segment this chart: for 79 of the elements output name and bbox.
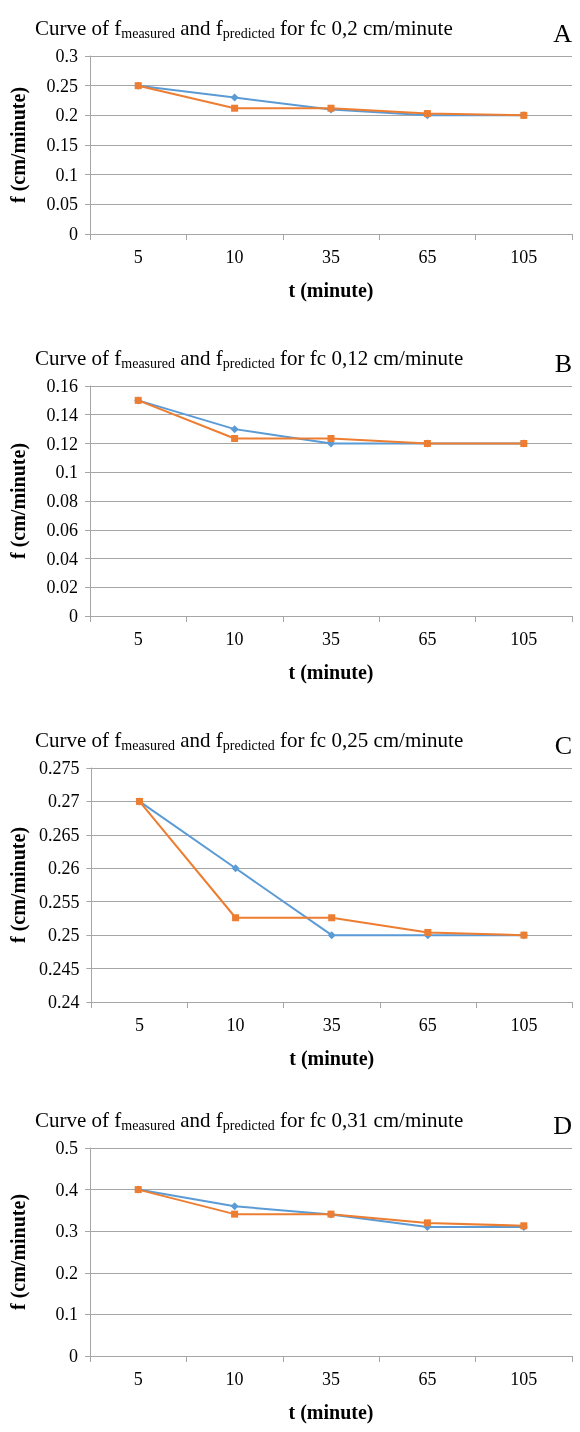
chart-title: Curve of fmeasured and fpredicted for fc 0,25 cm/minute bbox=[35, 728, 464, 753]
y-tick-label: 0.06 bbox=[46, 519, 78, 540]
text: C bbox=[554, 730, 572, 760]
point bbox=[328, 914, 336, 922]
x-tick-label: 35 bbox=[322, 1015, 341, 1035]
y-tick-label: 0.255 bbox=[38, 891, 80, 912]
x-tick-label: 105 bbox=[510, 1015, 538, 1035]
y-tick-label: 0.24 bbox=[47, 992, 80, 1012]
y-tick-label: 0.25 bbox=[46, 75, 78, 96]
y-tick-label: 0.245 bbox=[38, 958, 80, 979]
y-tick-label: 0.1 bbox=[55, 462, 78, 483]
x-tick-label: 35 bbox=[322, 1369, 340, 1389]
y-tick-label: 0.08 bbox=[46, 491, 78, 511]
x-tick-label: 35 bbox=[322, 629, 340, 649]
y-tick-label: 0.04 bbox=[46, 548, 78, 569]
x-axis-title: t (minute) bbox=[289, 1047, 375, 1070]
x-tick-label: 65 bbox=[418, 247, 437, 267]
x-tick-label: 105 bbox=[510, 1369, 538, 1389]
y-tick-label: 0.27 bbox=[47, 791, 80, 812]
y-tick-label: 0.26 bbox=[47, 858, 80, 879]
y-tick-label: 0.275 bbox=[38, 758, 80, 778]
x-tick-label: 5 bbox=[133, 629, 143, 649]
x-tick-label: 10 bbox=[226, 1015, 245, 1035]
point bbox=[423, 1219, 431, 1227]
x-tick-label: 5 bbox=[133, 247, 143, 267]
point bbox=[327, 931, 336, 940]
y-axis-title: f (cm/minute) bbox=[7, 442, 30, 560]
y-tick-label: 0.5 bbox=[55, 1138, 78, 1158]
point bbox=[230, 425, 239, 434]
x-tick-label: 10 bbox=[225, 629, 244, 649]
y-tick-label: 0 bbox=[69, 606, 78, 626]
x-tick-label: 35 bbox=[322, 247, 340, 267]
y-tick-label: 0 bbox=[69, 1346, 78, 1366]
y-tick-label: 0 bbox=[69, 224, 78, 244]
x-tick-label: 105 bbox=[510, 247, 538, 267]
y-axis-title: f (cm/minute) bbox=[7, 826, 30, 944]
y-tick-label: 0.05 bbox=[46, 194, 78, 215]
x-axis-title: t (minute) bbox=[288, 279, 374, 302]
point bbox=[231, 104, 239, 112]
x-tick-label: 65 bbox=[418, 1369, 437, 1389]
chart-title: Curve of fmeasured and fpredicted for fc 0,12 cm/minute bbox=[35, 346, 464, 371]
y-tick-label: 0.265 bbox=[38, 824, 80, 845]
y-tick-label: 0.12 bbox=[46, 433, 78, 454]
text: B bbox=[554, 348, 572, 378]
point bbox=[231, 864, 240, 873]
point bbox=[231, 1210, 239, 1218]
y-tick-label: 0.3 bbox=[55, 1221, 78, 1242]
point bbox=[230, 1202, 239, 1211]
x-tick-label: 10 bbox=[225, 1369, 244, 1389]
point bbox=[424, 928, 432, 936]
y-axis-title: f (cm/minute) bbox=[7, 1193, 30, 1311]
chart-title: Curve of fmeasured and fpredicted for fc 0,31 cm/minute bbox=[35, 1108, 464, 1133]
x-axis-title: t (minute) bbox=[288, 661, 374, 684]
y-tick-label: 0.2 bbox=[55, 105, 78, 126]
y-axis-title: f (cm/minute) bbox=[7, 86, 30, 204]
x-tick-label: 10 bbox=[225, 247, 244, 267]
x-tick-label: 65 bbox=[418, 629, 437, 649]
chart-title: Curve of fmeasured and fpredicted for fc 0,2 cm/minute bbox=[35, 16, 453, 41]
x-tick-label: 105 bbox=[510, 629, 538, 649]
y-tick-label: 0.1 bbox=[55, 164, 78, 185]
y-tick-label: 0.15 bbox=[46, 135, 78, 155]
y-tick-label: 0.16 bbox=[46, 376, 78, 396]
point bbox=[327, 434, 335, 442]
y-tick-label: 0.14 bbox=[46, 404, 78, 425]
text: D bbox=[553, 1110, 572, 1140]
point bbox=[230, 93, 239, 102]
y-tick-label: 0.2 bbox=[55, 1262, 78, 1283]
x-tick-label: 5 bbox=[134, 1015, 144, 1035]
y-tick-label: 0.3 bbox=[55, 46, 78, 66]
point bbox=[232, 914, 240, 922]
y-tick-label: 0.1 bbox=[55, 1304, 78, 1325]
point bbox=[231, 434, 239, 442]
x-tick-label: 65 bbox=[418, 1015, 437, 1035]
text: A bbox=[553, 18, 573, 48]
y-tick-label: 0.02 bbox=[46, 577, 78, 598]
x-tick-label: 5 bbox=[133, 1369, 143, 1389]
y-tick-label: 0.25 bbox=[47, 925, 80, 946]
x-axis-title: t (minute) bbox=[288, 1401, 374, 1424]
y-tick-label: 0.4 bbox=[55, 1179, 78, 1200]
